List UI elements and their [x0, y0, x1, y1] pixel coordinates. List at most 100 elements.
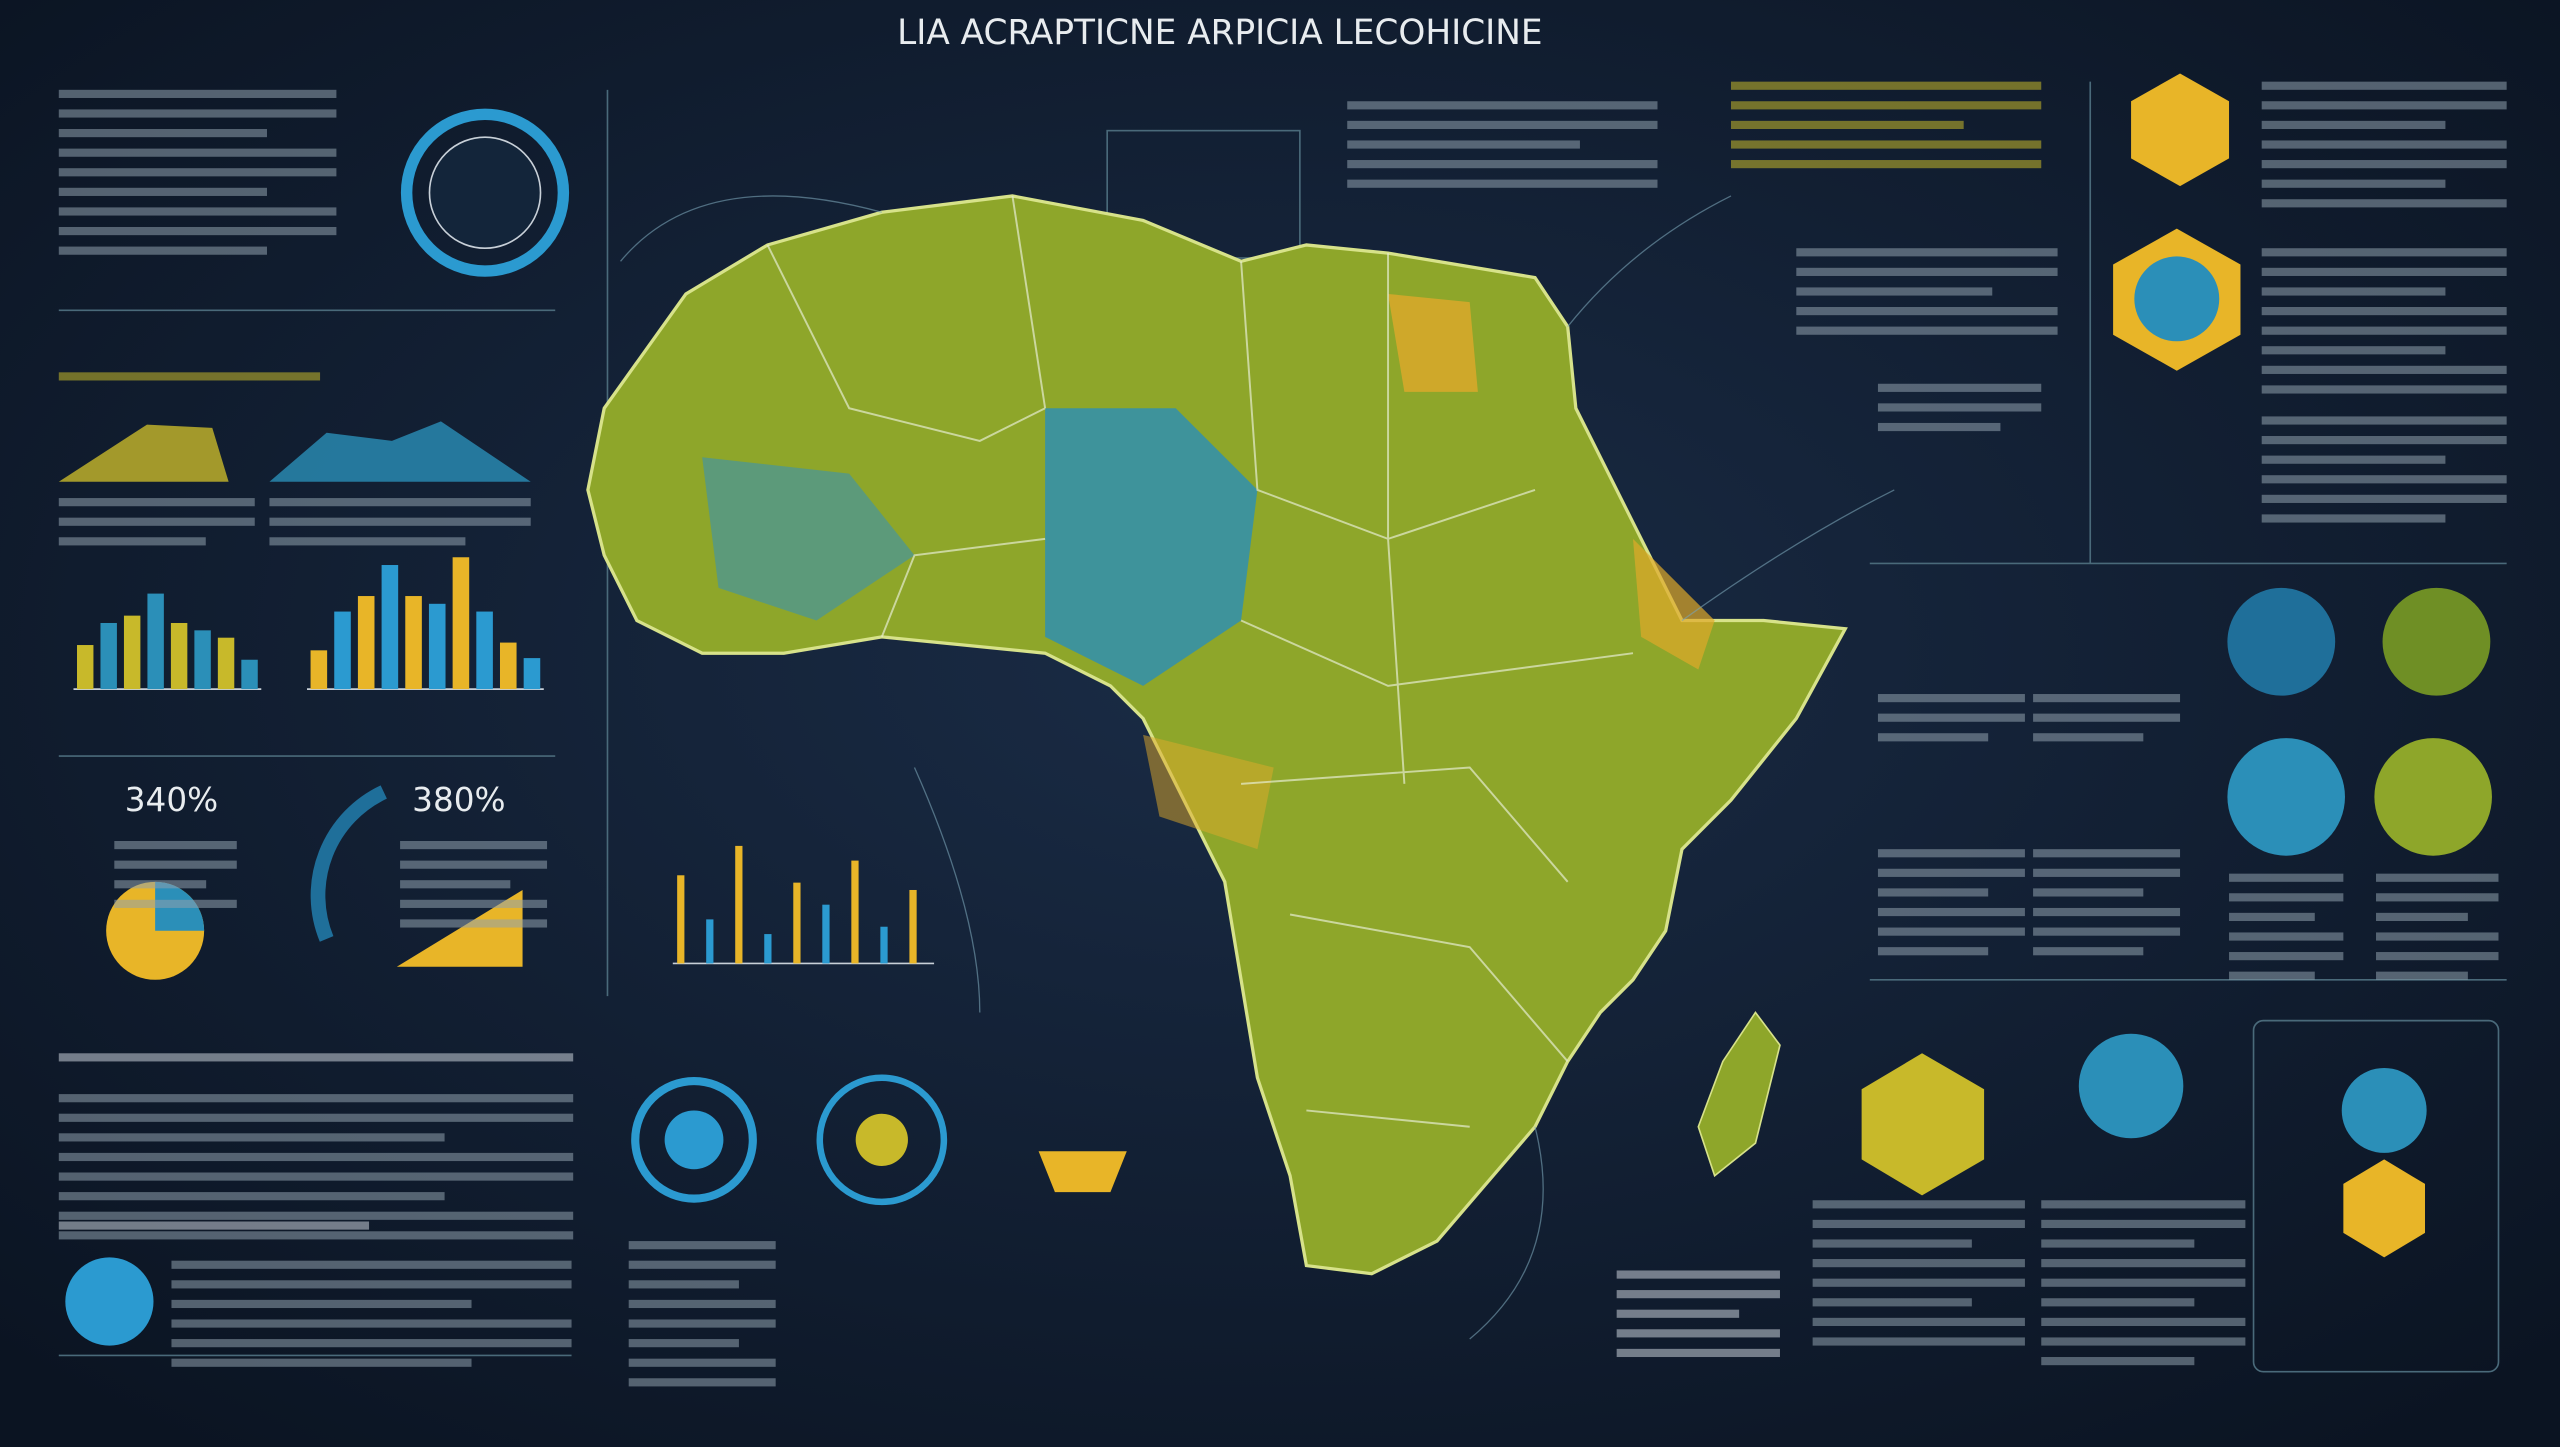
text-line	[400, 919, 548, 928]
bar	[822, 904, 830, 964]
text-line	[1616, 1329, 1780, 1338]
text-line	[58, 129, 267, 138]
text-line	[1877, 694, 2025, 703]
bar	[310, 650, 328, 690]
text-line	[2261, 326, 2507, 335]
text-line	[1812, 1259, 2025, 1268]
text-line	[2033, 733, 2144, 742]
text-line	[1877, 888, 1989, 897]
text-line	[58, 207, 337, 216]
text-line	[2261, 436, 2507, 445]
bar	[499, 642, 517, 690]
text-line	[2033, 868, 2181, 877]
bar	[428, 603, 446, 690]
text-line	[2033, 713, 2181, 722]
text-line	[2376, 912, 2468, 922]
text-line	[1812, 1298, 1972, 1307]
text-line	[2229, 971, 2315, 980]
text-line	[2041, 1298, 2195, 1307]
text-line	[1877, 713, 2025, 722]
text-line	[58, 1113, 574, 1122]
text-line	[628, 1319, 776, 1328]
text-line	[2376, 971, 2468, 980]
text-line	[1730, 81, 2042, 90]
text-line	[2041, 1337, 2246, 1346]
bar	[476, 611, 493, 690]
text-line	[2261, 120, 2446, 130]
text-line	[1347, 120, 1658, 130]
text-line	[1877, 422, 2001, 432]
bar	[147, 593, 164, 690]
text-line	[400, 880, 511, 889]
text-line	[1796, 287, 1993, 296]
bar	[793, 882, 801, 964]
bar	[880, 926, 888, 964]
text-line	[1616, 1290, 1780, 1299]
text-line	[171, 1319, 572, 1328]
text-line	[58, 1221, 370, 1230]
text-line	[2261, 416, 2507, 425]
text-line	[2376, 952, 2499, 961]
bar	[381, 565, 399, 690]
text-line	[58, 109, 337, 118]
bar	[123, 615, 141, 690]
text-line	[2041, 1200, 2246, 1209]
text-line	[2261, 455, 2446, 464]
text-line	[1616, 1270, 1780, 1279]
text-line	[1877, 868, 2025, 877]
text-line	[58, 498, 255, 507]
bar	[452, 557, 470, 690]
text-line	[2261, 385, 2507, 394]
text-line	[400, 860, 548, 869]
text-line	[58, 1231, 574, 1240]
text-line	[58, 1152, 574, 1162]
text-line	[2261, 346, 2446, 355]
text-line	[1877, 927, 2025, 936]
text-line	[2229, 873, 2344, 882]
text-line	[2261, 140, 2507, 149]
text-line	[114, 899, 237, 908]
title: LIA ACRAPTICNE ARPICIA LECOHICINE	[897, 13, 1542, 53]
text-line	[2033, 694, 2181, 703]
text-line	[2261, 307, 2507, 316]
text-line	[1877, 849, 2025, 858]
canvas: LIA ACRAPTICNE ARPICIA LECOHICINE 340% 3…	[58, 13, 2507, 1387]
bar	[909, 889, 917, 964]
text-line	[2229, 912, 2315, 922]
text-line	[628, 1280, 739, 1289]
text-line	[2261, 248, 2507, 257]
text-line	[1796, 307, 2058, 316]
text-line	[1877, 383, 2042, 392]
text-line	[58, 372, 321, 381]
bar	[170, 622, 188, 690]
text-line	[2041, 1278, 2246, 1287]
text-line	[1347, 140, 1580, 149]
text-line	[58, 1094, 574, 1103]
bar	[77, 645, 94, 690]
bar	[241, 659, 258, 690]
text-line	[2033, 907, 2181, 917]
text-line	[1730, 120, 1964, 130]
text-line	[1877, 947, 1989, 956]
text-line	[171, 1299, 472, 1309]
text-line	[2229, 893, 2344, 902]
text-line	[58, 517, 255, 526]
text-line	[58, 187, 267, 196]
text-line	[2041, 1357, 2195, 1366]
mini-charts	[73, 557, 935, 965]
stat-value: 340%	[125, 781, 218, 819]
text-line	[2033, 927, 2181, 936]
text-line	[2376, 932, 2499, 941]
text-line	[114, 880, 207, 889]
bar	[194, 630, 211, 690]
text-line	[628, 1358, 776, 1367]
bar	[764, 934, 772, 964]
text-line	[2261, 160, 2507, 169]
text-line	[1796, 248, 2058, 257]
text-line	[171, 1260, 572, 1269]
text-line	[2033, 849, 2181, 858]
text-line	[2041, 1317, 2246, 1326]
text-line	[1730, 140, 2042, 149]
